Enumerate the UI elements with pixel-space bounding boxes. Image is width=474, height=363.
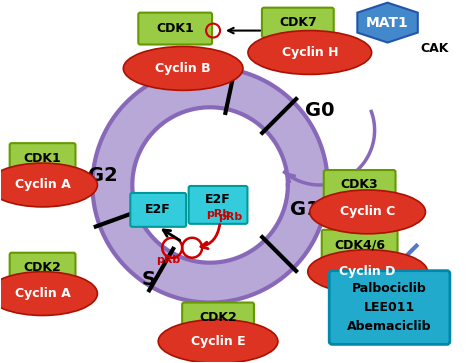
Text: CDK1: CDK1 [156,22,194,35]
Polygon shape [92,68,328,302]
Ellipse shape [158,319,278,363]
Text: G0: G0 [305,101,335,120]
Ellipse shape [310,190,426,234]
Text: Cyclin E: Cyclin E [191,335,246,348]
Text: M: M [201,51,220,70]
Text: Cyclin C: Cyclin C [340,205,395,219]
FancyBboxPatch shape [138,13,212,45]
Text: Cyclin D: Cyclin D [339,265,396,278]
Text: pRb: pRb [218,212,242,222]
FancyBboxPatch shape [322,230,398,260]
Text: CDK4/6: CDK4/6 [334,238,385,251]
FancyBboxPatch shape [130,193,186,227]
Ellipse shape [0,163,98,207]
Text: E2F: E2F [205,193,231,207]
FancyBboxPatch shape [189,186,247,224]
Text: CAK: CAK [420,42,448,55]
Text: Cyclin A: Cyclin A [15,179,71,192]
Text: Cyclin B: Cyclin B [155,62,211,75]
Ellipse shape [248,30,372,74]
Text: CDK7: CDK7 [279,16,317,29]
Text: S: S [141,270,155,289]
FancyBboxPatch shape [9,253,75,283]
Text: pRb: pRb [206,209,230,219]
Text: Cyclin H: Cyclin H [282,46,338,59]
FancyBboxPatch shape [329,271,450,344]
FancyBboxPatch shape [9,143,75,173]
Text: Cyclin A: Cyclin A [15,287,71,300]
Text: Palbociclib
LEE011
Abemaciclib: Palbociclib LEE011 Abemaciclib [347,282,432,333]
Text: CDK3: CDK3 [341,179,378,192]
Text: CDK2: CDK2 [199,311,237,324]
Polygon shape [357,3,418,42]
FancyBboxPatch shape [182,302,254,333]
Text: pRb: pRb [156,255,180,265]
Ellipse shape [123,46,243,90]
Text: G1: G1 [290,200,319,219]
Text: E2F: E2F [146,203,171,216]
Text: CDK1: CDK1 [24,152,62,164]
Text: CDK2: CDK2 [24,261,62,274]
Text: G2: G2 [88,166,117,184]
FancyBboxPatch shape [262,8,334,37]
FancyBboxPatch shape [324,170,395,200]
Text: MAT1: MAT1 [366,16,409,30]
Ellipse shape [308,250,428,294]
Ellipse shape [0,272,98,315]
